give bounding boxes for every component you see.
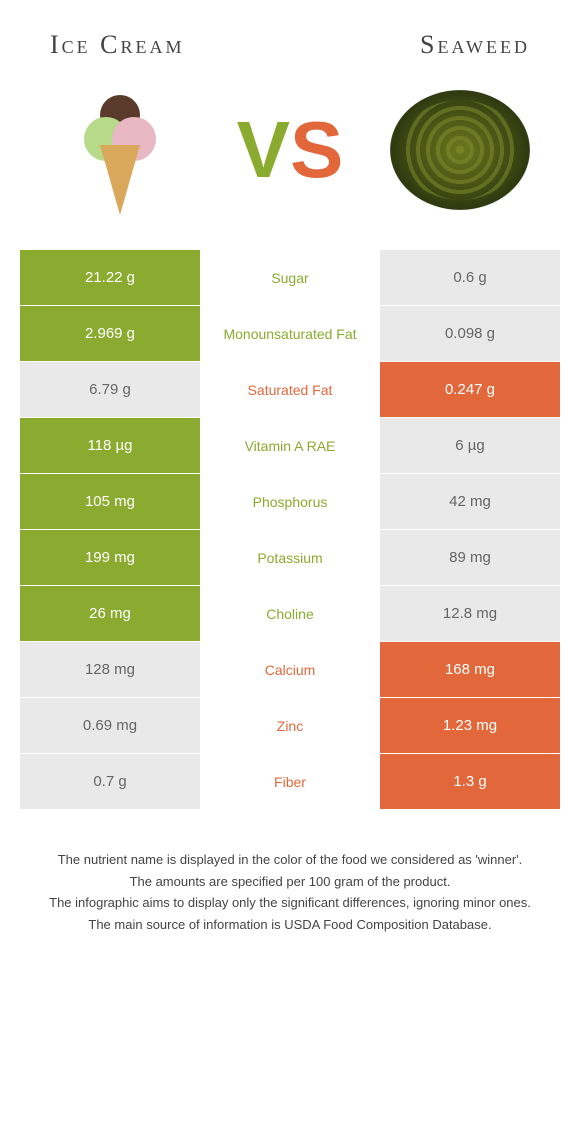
nutrient-label: Vitamin A RAE: [200, 418, 380, 473]
table-row: 26 mgCholine12.8 mg: [20, 586, 560, 642]
right-value: 0.247 g: [380, 362, 560, 417]
nutrient-label: Monounsaturated Fat: [200, 306, 380, 361]
left-value: 21.22 g: [20, 250, 200, 305]
vs-label: VS: [237, 104, 344, 196]
table-row: 6.79 gSaturated Fat0.247 g: [20, 362, 560, 418]
right-value: 1.3 g: [380, 754, 560, 809]
left-value: 199 mg: [20, 530, 200, 585]
right-value: 42 mg: [380, 474, 560, 529]
right-value: 1.23 mg: [380, 698, 560, 753]
table-row: 2.969 gMonounsaturated Fat0.098 g: [20, 306, 560, 362]
left-value: 26 mg: [20, 586, 200, 641]
nutrient-label: Saturated Fat: [200, 362, 380, 417]
food-left-image: [50, 80, 190, 220]
header: Ice Cream Seaweed: [20, 30, 560, 60]
nutrient-label: Choline: [200, 586, 380, 641]
seaweed-icon: [390, 90, 530, 210]
hero-row: VS: [20, 80, 560, 220]
table-row: 128 mgCalcium168 mg: [20, 642, 560, 698]
left-value: 2.969 g: [20, 306, 200, 361]
table-row: 118 µgVitamin A RAE6 µg: [20, 418, 560, 474]
nutrient-label: Sugar: [200, 250, 380, 305]
left-value: 118 µg: [20, 418, 200, 473]
table-row: 0.69 mgZinc1.23 mg: [20, 698, 560, 754]
nutrient-table: 21.22 gSugar0.6 g2.969 gMonounsaturated …: [20, 250, 560, 810]
footnote-line: The amounts are specified per 100 gram o…: [40, 872, 540, 892]
nutrient-label: Fiber: [200, 754, 380, 809]
table-row: 0.7 gFiber1.3 g: [20, 754, 560, 810]
left-value: 0.69 mg: [20, 698, 200, 753]
right-value: 6 µg: [380, 418, 560, 473]
nutrient-label: Calcium: [200, 642, 380, 697]
food-left-title: Ice Cream: [50, 30, 185, 60]
table-row: 21.22 gSugar0.6 g: [20, 250, 560, 306]
left-value: 128 mg: [20, 642, 200, 697]
nutrient-label: Potassium: [200, 530, 380, 585]
table-row: 199 mgPotassium89 mg: [20, 530, 560, 586]
footnote-line: The nutrient name is displayed in the co…: [40, 850, 540, 870]
nutrient-label: Zinc: [200, 698, 380, 753]
table-row: 105 mgPhosphorus42 mg: [20, 474, 560, 530]
right-value: 0.6 g: [380, 250, 560, 305]
food-right-title: Seaweed: [420, 30, 530, 60]
left-value: 0.7 g: [20, 754, 200, 809]
footnote-line: The infographic aims to display only the…: [40, 893, 540, 913]
right-value: 0.098 g: [380, 306, 560, 361]
left-value: 105 mg: [20, 474, 200, 529]
right-value: 168 mg: [380, 642, 560, 697]
footnote: The nutrient name is displayed in the co…: [20, 850, 560, 934]
vs-v: V: [237, 105, 290, 194]
vs-s: S: [290, 105, 343, 194]
icecream-icon: [80, 85, 160, 215]
left-value: 6.79 g: [20, 362, 200, 417]
food-right-image: [390, 80, 530, 220]
right-value: 89 mg: [380, 530, 560, 585]
footnote-line: The main source of information is USDA F…: [40, 915, 540, 935]
nutrient-label: Phosphorus: [200, 474, 380, 529]
right-value: 12.8 mg: [380, 586, 560, 641]
